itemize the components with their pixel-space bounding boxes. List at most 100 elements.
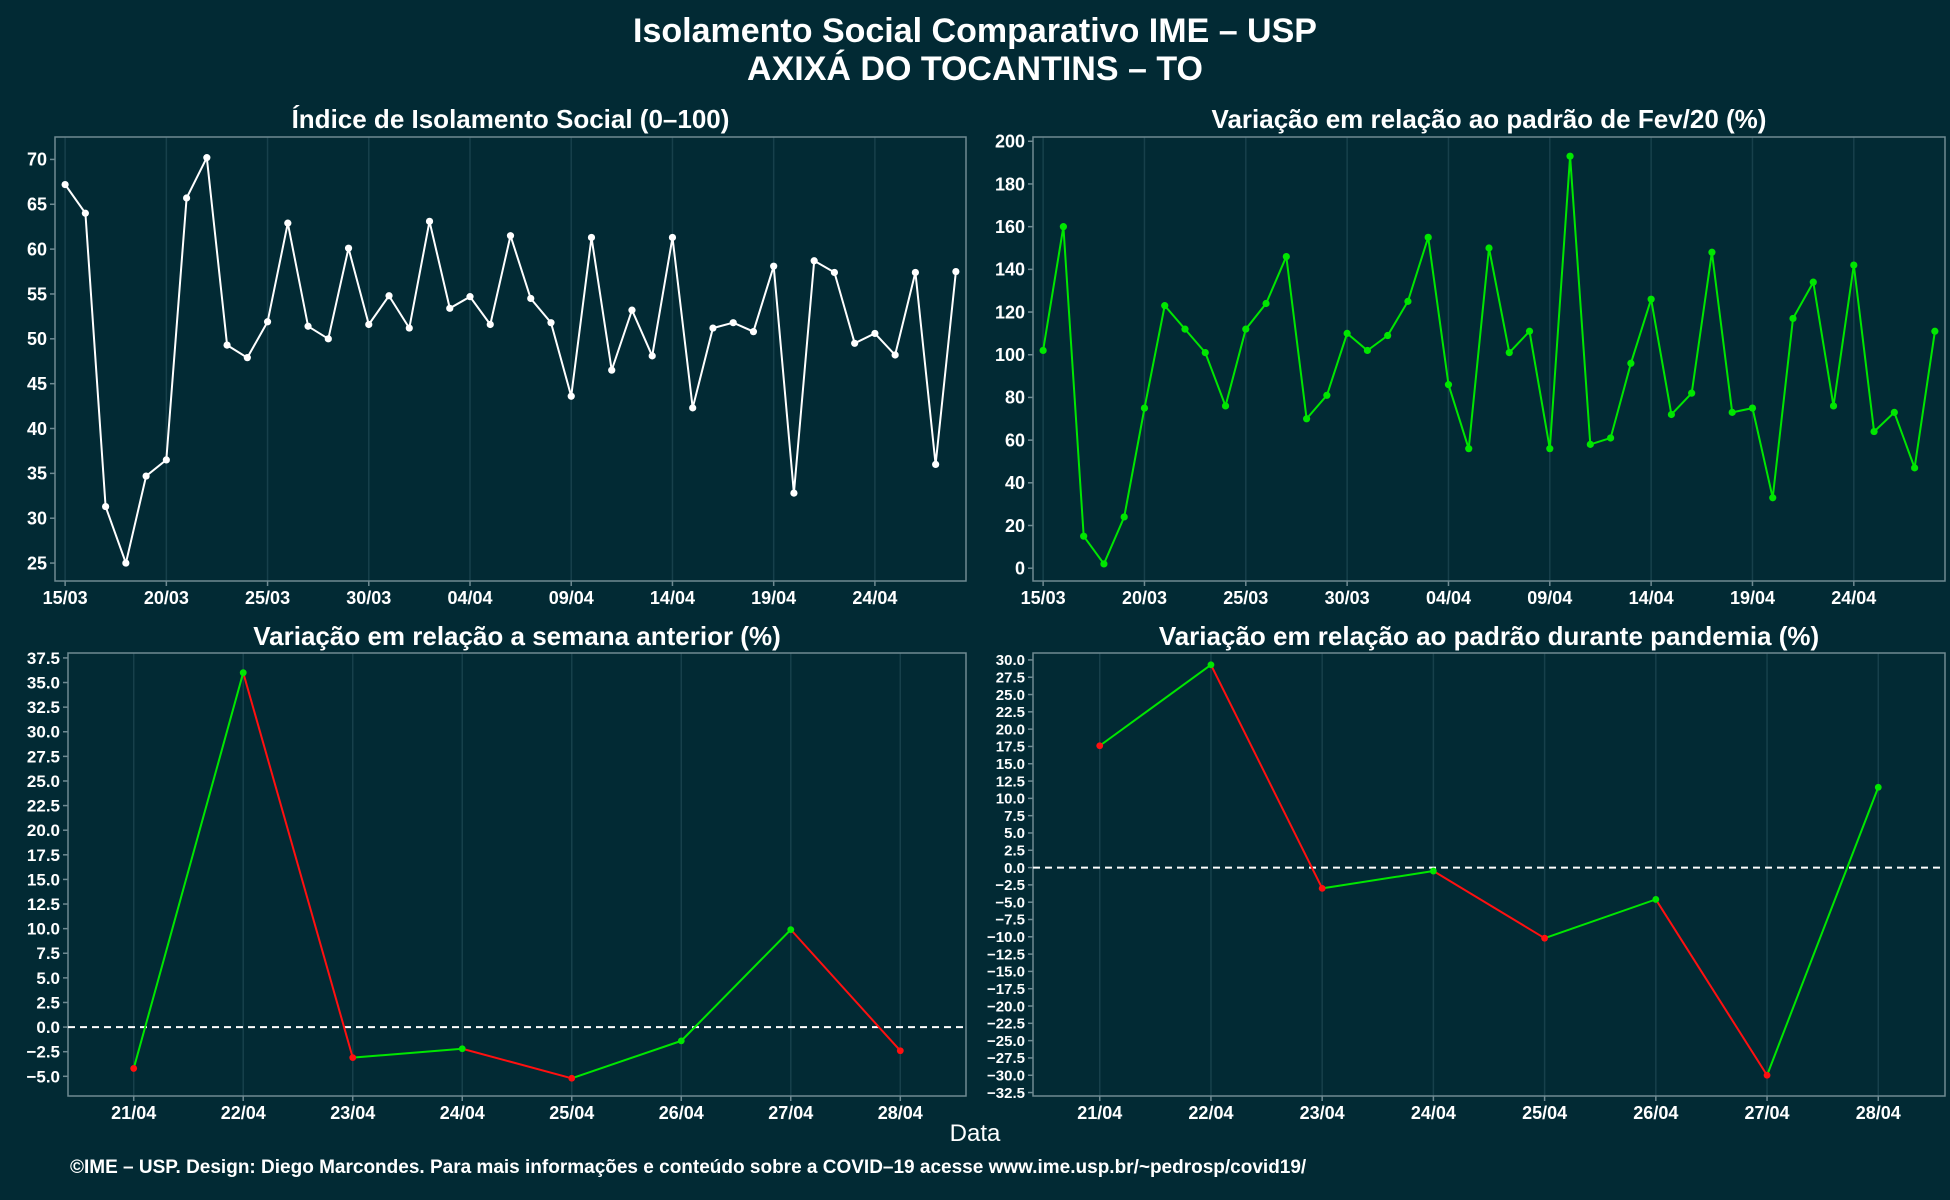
- data-point: [810, 257, 818, 265]
- x-tick-label: 30/03: [346, 588, 391, 608]
- panel-3: Variação em relação a semana anterior (%…: [26, 621, 967, 1123]
- data-point: [1870, 427, 1878, 436]
- y-tick-label: 70: [27, 150, 47, 170]
- data-point: [628, 306, 636, 314]
- x-tick-label: 22/04: [221, 1103, 266, 1123]
- x-tick-label: 15/03: [1021, 588, 1066, 608]
- y-tick-label: 17.5: [27, 846, 60, 865]
- y-tick-label: 10.0: [996, 791, 1025, 808]
- data-point: [1541, 934, 1549, 942]
- data-point: [896, 1047, 904, 1055]
- y-tick-label: −30.0: [987, 1067, 1025, 1084]
- y-tick-label: −27.5: [987, 1050, 1025, 1067]
- data-point: [1323, 391, 1331, 399]
- data-point: [1748, 404, 1757, 412]
- data-point: [349, 1054, 357, 1062]
- series-segment: [1654, 898, 1768, 1076]
- y-tick-label: −15.0: [987, 964, 1025, 981]
- data-point: [162, 456, 170, 464]
- data-point: [405, 324, 413, 332]
- data-point: [1874, 783, 1882, 791]
- data-point: [1763, 1071, 1771, 1079]
- data-point: [1911, 464, 1919, 472]
- y-tick-label: 5.0: [1004, 825, 1025, 842]
- figure-title: Isolamento Social Comparativo IME – USP …: [0, 12, 1950, 88]
- data-point: [790, 489, 798, 497]
- x-tick-label: 28/04: [878, 1103, 923, 1123]
- data-point: [243, 354, 251, 362]
- x-tick-label: 27/04: [1745, 1103, 1790, 1123]
- panel-title: Variação em relação ao padrão de Fev/20 …: [1212, 104, 1767, 134]
- x-tick-label: 26/04: [1633, 1103, 1678, 1123]
- data-point: [1262, 299, 1270, 308]
- data-point: [61, 180, 69, 189]
- data-point: [1120, 513, 1128, 521]
- panel-border: [54, 136, 967, 582]
- y-tick-label: 30.0: [27, 723, 60, 742]
- footer-credit: ©IME – USP. Design: Diego Marcondes. Par…: [70, 1157, 1307, 1178]
- y-tick-label: −12.5: [987, 946, 1025, 963]
- data-point: [1769, 494, 1777, 502]
- y-tick-label: −17.5: [987, 981, 1025, 998]
- data-point: [911, 268, 919, 277]
- series-line: [1042, 156, 1936, 566]
- y-tick-label: −5.0: [995, 894, 1025, 911]
- x-tick-label: 15/03: [43, 588, 88, 608]
- y-tick-label: 35: [27, 464, 47, 484]
- data-point: [1404, 297, 1412, 305]
- data-point: [1647, 295, 1655, 303]
- series-segment: [352, 1047, 463, 1059]
- x-tick-label: 14/04: [650, 588, 695, 608]
- x-tick-label: 24/04: [852, 588, 897, 608]
- y-tick-label: 37.5: [27, 649, 60, 668]
- x-tick-label: 23/04: [1300, 1103, 1345, 1123]
- y-tick-label: 120: [995, 302, 1025, 322]
- data-point: [122, 559, 130, 567]
- data-point: [871, 329, 879, 338]
- data-point: [1161, 302, 1169, 310]
- panel-border: [1032, 136, 1946, 582]
- y-tick-label: −25.0: [987, 1033, 1025, 1050]
- y-tick-label: 22.5: [27, 797, 60, 816]
- y-tick-label: 27.5: [996, 669, 1025, 686]
- y-tick-label: 20.0: [996, 721, 1025, 738]
- data-point: [1384, 331, 1392, 340]
- data-point: [81, 209, 89, 217]
- data-point: [891, 351, 899, 359]
- data-point: [1303, 415, 1311, 423]
- series-segment: [1766, 786, 1880, 1076]
- x-tick-label: 25/03: [1223, 588, 1268, 608]
- series-segment: [571, 1039, 682, 1080]
- data-point: [709, 324, 717, 332]
- x-tick-label: 04/04: [447, 588, 492, 608]
- data-point: [1850, 261, 1858, 269]
- series-segment: [1322, 870, 1434, 890]
- data-point: [1485, 244, 1493, 252]
- panel-title: Variação em relação a semana anterior (%…: [253, 621, 781, 651]
- x-tick-label: 25/03: [245, 588, 290, 608]
- y-tick-label: 27.5: [27, 747, 60, 766]
- x-tick-label: 20/03: [144, 588, 189, 608]
- series-line: [64, 154, 957, 567]
- series-segment: [1544, 898, 1657, 940]
- data-point: [1708, 248, 1716, 256]
- y-tick-label: −7.5: [995, 912, 1025, 929]
- data-point: [425, 217, 434, 225]
- data-point: [1566, 152, 1574, 160]
- data-point: [1627, 359, 1635, 367]
- data-point: [952, 267, 960, 276]
- data-point: [547, 319, 555, 327]
- x-tick-label: 25/04: [1522, 1103, 1567, 1123]
- data-point: [284, 219, 292, 227]
- data-point: [223, 341, 231, 349]
- data-point: [458, 1045, 466, 1053]
- x-tick-label: 19/04: [1730, 588, 1775, 608]
- series-segment: [242, 672, 354, 1058]
- y-tick-label: 140: [995, 260, 1025, 280]
- data-point: [466, 293, 474, 301]
- y-tick-label: 15.0: [996, 756, 1025, 773]
- data-point: [1652, 896, 1660, 903]
- data-point: [729, 319, 737, 327]
- data-point: [1221, 402, 1230, 410]
